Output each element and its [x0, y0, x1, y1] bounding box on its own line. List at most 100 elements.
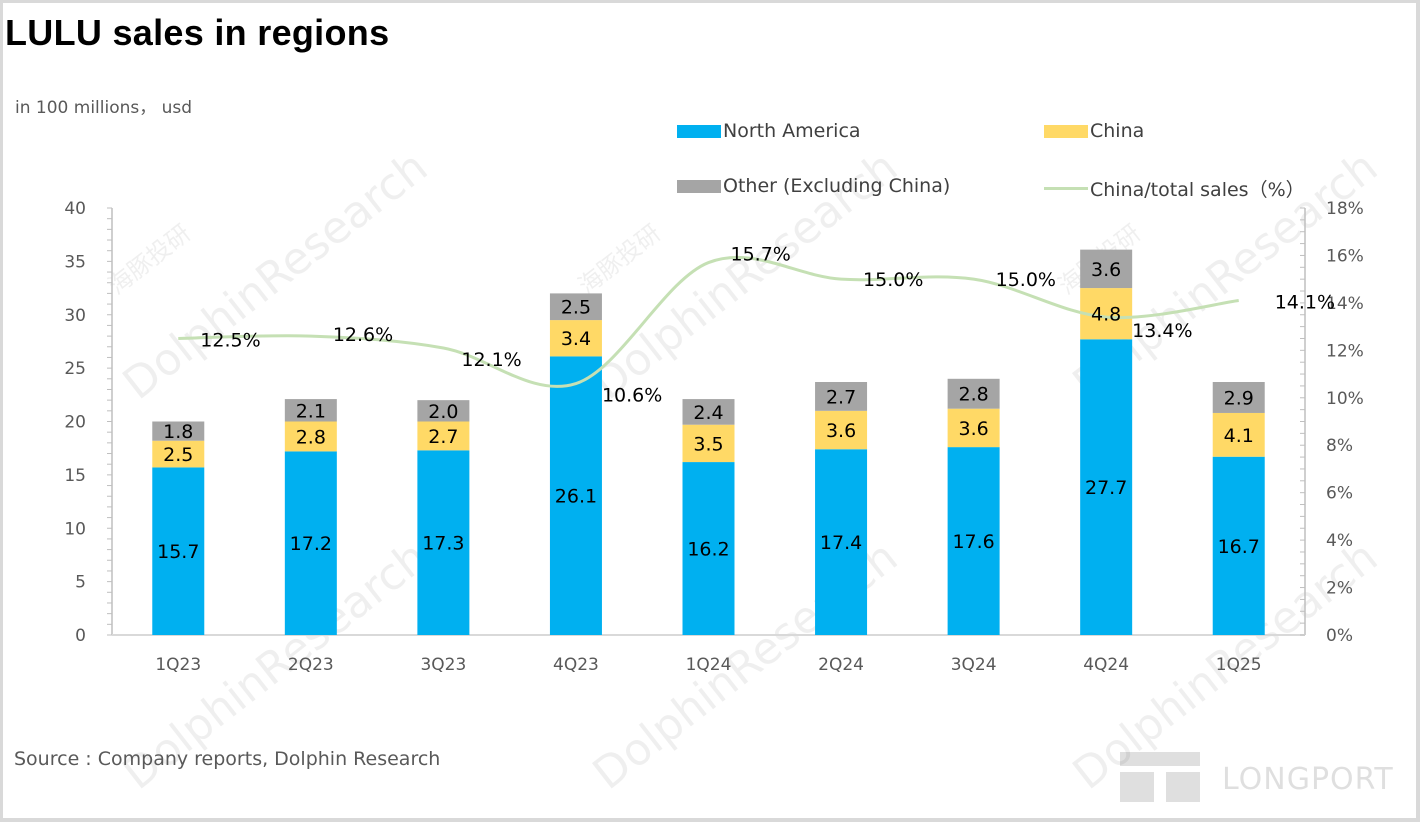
ratio-label: 14.1% [1275, 292, 1335, 314]
bar-label-china: 4.1 [1224, 425, 1254, 447]
bar-label-north-america: 16.2 [687, 539, 729, 561]
legend-item-other[interactable]: Other (Excluding China) [677, 175, 950, 197]
y-tick-label-right: 16% [1326, 246, 1364, 266]
x-tick-label: 1Q23 [155, 655, 201, 675]
y-tick-label-right: 2% [1326, 579, 1353, 599]
y-tick-label-right: 12% [1326, 341, 1364, 361]
bar-china [549, 320, 602, 357]
legend-swatch-north-america [677, 124, 721, 138]
x-tick-label: 3Q23 [420, 655, 466, 675]
ratio-label: 10.6% [602, 385, 662, 407]
y-tick-label-right: 0% [1326, 626, 1353, 646]
y-tick-label-right: 8% [1326, 436, 1353, 456]
legend-label: China [1090, 120, 1145, 142]
bar-other-excluding-china [1080, 249, 1133, 289]
bar-north-america [1080, 339, 1133, 635]
y-tick-label-left: 20 [64, 413, 86, 433]
bar-label-china: 3.6 [959, 418, 989, 440]
bar-north-america [682, 462, 735, 635]
bar-north-america [815, 449, 868, 635]
bar-label-other-excluding-china: 2.8 [959, 384, 989, 406]
bar-china [284, 421, 337, 452]
unit-note: in 100 millions， usd [15, 98, 193, 118]
legend-item-china[interactable]: China [1044, 120, 1144, 142]
y-tick-label-right: 18% [1326, 199, 1364, 219]
bar-north-america [549, 356, 602, 635]
longport-text: LONGPORT [1222, 761, 1394, 797]
longport-watermark: LONGPORT [1120, 752, 1394, 806]
bar-china [417, 421, 470, 451]
x-tick-label: 1Q24 [686, 655, 732, 675]
ratio-label: 12.1% [461, 349, 521, 371]
y-tick-label-right: 6% [1326, 484, 1353, 504]
bar-label-north-america: 17.3 [422, 533, 464, 555]
bar-china [152, 440, 205, 468]
y-tick-label-left: 40 [64, 199, 86, 219]
y-tick-label-left: 35 [64, 252, 86, 272]
bar-china [682, 424, 735, 463]
bar-label-north-america: 17.4 [820, 532, 862, 554]
ratio-label: 12.5% [200, 329, 260, 351]
longport-logo-icon [1120, 752, 1200, 802]
bar-label-other-excluding-china: 1.8 [163, 421, 193, 443]
bar-label-china: 2.8 [296, 426, 326, 448]
legend-line-china-ratio [1044, 187, 1088, 190]
ratio-line [178, 255, 1239, 388]
y-tick-label-left: 0 [75, 626, 86, 646]
bar-label-china: 3.4 [561, 328, 591, 350]
bar-china [1212, 412, 1265, 457]
bar-label-north-america: 27.7 [1085, 477, 1127, 499]
bar-label-other-excluding-china: 2.4 [693, 402, 723, 424]
bar-other-excluding-china [549, 293, 602, 321]
bar-other-excluding-china [1212, 382, 1265, 413]
y-tick-label-left: 30 [64, 306, 86, 326]
bar-label-china: 4.8 [1091, 304, 1121, 326]
x-tick-label: 4Q24 [1083, 655, 1129, 675]
x-tick-label: 3Q24 [951, 655, 997, 675]
bar-label-china: 2.7 [428, 426, 458, 448]
legend-label: Other (Excluding China) [723, 175, 951, 197]
bar-north-america [417, 450, 470, 635]
legend-item-north-america[interactable]: North America [677, 120, 861, 142]
ratio-line-path [178, 255, 1239, 388]
bar-north-america [152, 467, 205, 635]
y-tick-label-right: 14% [1326, 294, 1364, 314]
bar-china [947, 408, 1000, 448]
bar-label-china: 3.5 [693, 433, 723, 455]
bar-label-other-excluding-china: 2.0 [428, 401, 458, 423]
ratio-label: 15.0% [996, 269, 1056, 291]
legend-label: China/total sales（%） [1090, 179, 1305, 201]
source-note: Source : Company reports, Dolphin Resear… [14, 748, 441, 770]
bar-china [815, 410, 868, 450]
y-tick-label-right: 4% [1326, 531, 1353, 551]
bar-label-other-excluding-china: 2.1 [296, 400, 326, 422]
ratio-label: 12.6% [333, 324, 393, 346]
chart-title: LULU sales in regions [5, 12, 390, 53]
legend-label: North America [723, 120, 861, 142]
ratio-label: 15.7% [731, 244, 791, 266]
bar-label-north-america: 15.7 [157, 541, 199, 563]
legend-item-china-ratio[interactable]: China/total sales（%） [1044, 175, 1305, 202]
bar-other-excluding-china [152, 421, 205, 441]
y-tick-label-right: 10% [1326, 389, 1364, 409]
x-tick-label: 4Q23 [553, 655, 599, 675]
bar-label-other-excluding-china: 2.7 [826, 386, 856, 408]
bar-other-excluding-china [815, 382, 868, 411]
bar-north-america [1212, 456, 1265, 635]
bar-north-america [947, 447, 1000, 635]
bar-label-china: 3.6 [826, 420, 856, 442]
bar-other-excluding-china [947, 378, 1000, 409]
data-labels: 15.72.51.817.22.82.117.32.72.026.13.42.5… [157, 244, 1335, 564]
bars [152, 249, 1265, 635]
bar-north-america [284, 451, 337, 635]
bar-label-north-america: 16.7 [1218, 536, 1260, 558]
y-tick-label-left: 10 [64, 519, 86, 539]
y-tick-label-left: 25 [64, 359, 86, 379]
y-tick-label-left: 5 [75, 573, 86, 593]
bar-other-excluding-china [682, 399, 735, 425]
bar-label-other-excluding-china: 3.6 [1091, 259, 1121, 281]
bar-label-north-america: 17.6 [952, 531, 994, 553]
bar-other-excluding-china [284, 399, 337, 422]
legend-swatch-other [677, 179, 721, 193]
bar-label-north-america: 26.1 [555, 486, 597, 508]
